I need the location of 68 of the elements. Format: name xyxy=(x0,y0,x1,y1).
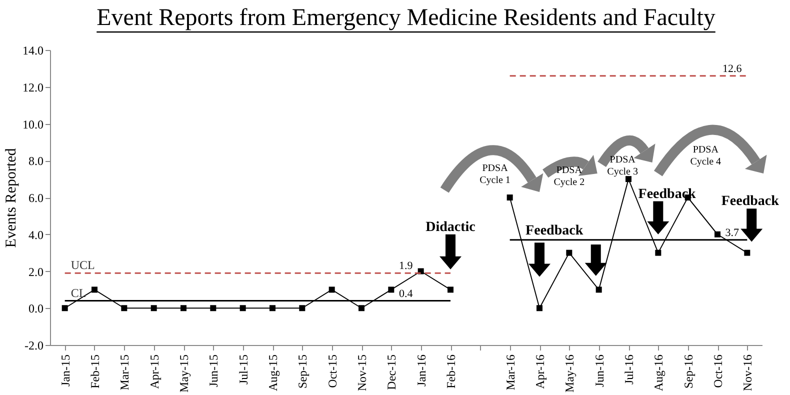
point xyxy=(92,286,98,293)
y-tick-label: 8.0 xyxy=(28,154,44,168)
point xyxy=(121,305,128,312)
point xyxy=(150,305,157,312)
point xyxy=(536,305,542,312)
x-tick-label: Mar-15 xyxy=(118,354,132,390)
annotation: 0.4 xyxy=(398,288,414,300)
point xyxy=(388,286,394,293)
chart-title: Event Reports from Emergency Medicine Residents and Faculty xyxy=(96,5,716,31)
x-tick-label: Jan-15 xyxy=(58,354,72,386)
x-tick-label: Oct-15 xyxy=(325,354,340,388)
y-tick-label: 10.0 xyxy=(22,117,44,132)
annotation: 1.9 xyxy=(398,260,414,272)
point xyxy=(180,305,186,312)
x-tick-label: Jul-16 xyxy=(622,354,636,384)
x-tick-label: Jul-15 xyxy=(236,354,250,384)
x-tick-label: Jun-15 xyxy=(206,354,221,388)
x-tick-label: Sep-15 xyxy=(296,354,310,388)
y-tick-label: 0.0 xyxy=(28,302,44,316)
x-tick-label: Nov-15 xyxy=(355,354,369,392)
y-tick-label: 4.0 xyxy=(28,228,44,242)
x-tick-label: Mar-16 xyxy=(503,354,518,390)
y-tick-label: 14.0 xyxy=(22,44,44,58)
y-axis-title: Events Reported xyxy=(4,148,20,248)
annotation: Feedback xyxy=(526,224,584,239)
annotation: PDSA Cycle 4 xyxy=(690,144,722,168)
point xyxy=(596,286,602,293)
point xyxy=(299,305,306,312)
x-tick-label: Nov-16 xyxy=(740,354,755,392)
x-tick-label: Feb-16 xyxy=(444,354,458,388)
point xyxy=(566,250,572,256)
x-tick-label: Jan-16 xyxy=(414,354,428,386)
x-tick-label: Aug-16 xyxy=(652,354,666,392)
annotation: 3.7 xyxy=(725,226,740,239)
annotation: 12.6 xyxy=(722,62,742,75)
annotation: Didactic xyxy=(426,220,476,235)
point xyxy=(240,305,246,312)
point xyxy=(655,250,662,256)
x-tick-label: Apr-16 xyxy=(533,354,547,389)
point xyxy=(270,305,276,312)
x-tick-label: Jun-16 xyxy=(592,354,606,388)
y-tick-label: -2.0 xyxy=(24,338,44,352)
annotation: PDSA Cycle 1 xyxy=(480,163,510,186)
point xyxy=(714,231,720,238)
x-tick-label: Aug-15 xyxy=(266,354,280,392)
annotation: PDSA Cycle 2 xyxy=(554,164,585,188)
y-tick-label: 12.0 xyxy=(22,80,44,94)
x-tick-label: Sep-16 xyxy=(681,354,696,388)
series-label: CL xyxy=(70,286,86,300)
x-tick-label: May-15 xyxy=(177,354,191,392)
point xyxy=(358,305,364,312)
annotation: PDSA Cycle 3 xyxy=(607,154,638,178)
point xyxy=(210,305,216,312)
point xyxy=(744,250,750,256)
point xyxy=(62,305,68,312)
series-label: UCL xyxy=(70,258,95,272)
x-tick-label: Oct-16 xyxy=(711,354,725,388)
y-tick-label: 6.0 xyxy=(28,191,44,205)
x-tick-label: May-16 xyxy=(562,354,577,392)
y-tick-label: 2.0 xyxy=(28,264,44,279)
point xyxy=(506,194,513,200)
x-tick-label: Apr-15 xyxy=(147,354,162,389)
point xyxy=(448,286,454,293)
annotation: Feedback xyxy=(638,186,696,202)
x-tick-label: Feb-15 xyxy=(88,354,102,388)
annotation: Feedback xyxy=(721,194,780,210)
point xyxy=(328,286,335,293)
x-tick-label: Dec-15 xyxy=(384,354,399,390)
